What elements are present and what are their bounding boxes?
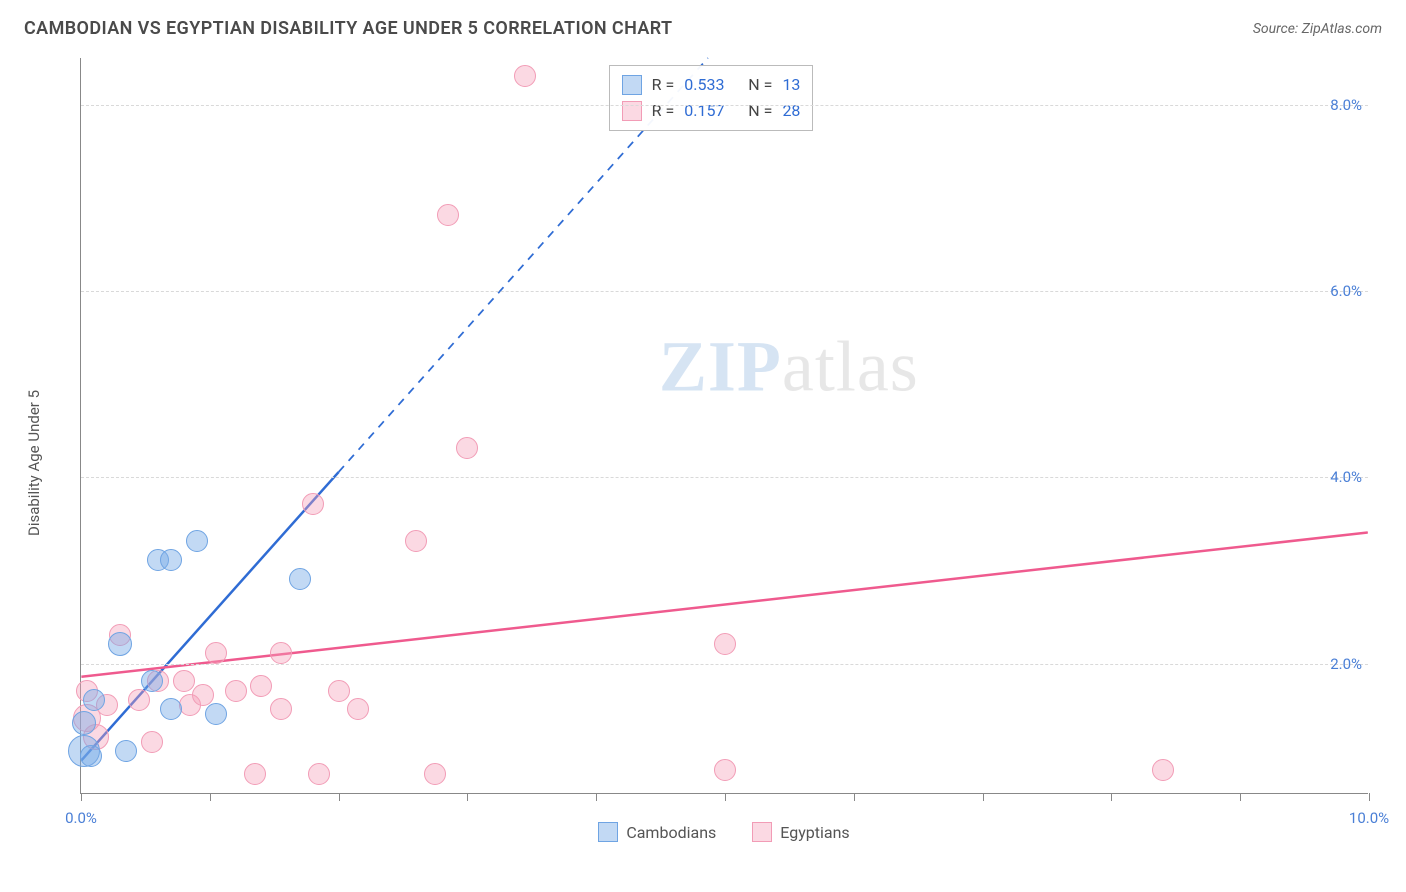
source-name: ZipAtlas.com [1302, 21, 1382, 37]
scatter-point-egyptians [514, 65, 536, 87]
grid-line-h [81, 664, 1368, 665]
x-tick [854, 793, 855, 801]
x-tick [1369, 793, 1370, 801]
legend-n-value: 13 [782, 72, 800, 98]
legend-item-egyptians: Egyptians [752, 822, 849, 842]
scatter-point-cambodians [289, 568, 311, 590]
scatter-point-egyptians [128, 689, 150, 711]
legend-swatch-egyptians [752, 822, 772, 842]
legend-item-cambodians: Cambodians [598, 822, 716, 842]
legend-swatch-cambodians [622, 75, 642, 95]
legend-stat-row-egyptians: R = 0.157 N = 28 [622, 98, 801, 124]
legend-statistics-box: R = 0.533 N = 13 R = 0.157 N = 28 [609, 65, 814, 130]
scatter-point-egyptians [424, 763, 446, 785]
x-tick [210, 793, 211, 801]
scatter-point-egyptians [347, 698, 369, 720]
scatter-point-cambodians [160, 698, 182, 720]
legend-r-label: R = [652, 98, 675, 124]
scatter-point-egyptians [244, 763, 266, 785]
x-tick [81, 793, 82, 801]
legend-n-value: 28 [782, 98, 800, 124]
scatter-point-egyptians [308, 763, 330, 785]
watermark-zip: ZIP [659, 326, 782, 406]
grid-line-h [81, 477, 1368, 478]
x-tick [339, 793, 340, 801]
legend-stat-row-cambodians: R = 0.533 N = 13 [622, 72, 801, 98]
scatter-point-cambodians [72, 711, 96, 735]
scatter-point-egyptians [173, 670, 195, 692]
x-tick [983, 793, 984, 801]
source-credit: Source: ZipAtlas.com [1253, 18, 1382, 37]
scatter-point-egyptians [405, 530, 427, 552]
y-tick-label: 8.0% [1330, 96, 1370, 114]
scatter-point-egyptians [205, 642, 227, 664]
scatter-point-cambodians [83, 689, 105, 711]
grid-line-h [81, 291, 1368, 292]
scatter-point-cambodians [186, 530, 208, 552]
scatter-point-egyptians [141, 731, 163, 753]
scatter-point-egyptians [456, 437, 478, 459]
scatter-point-cambodians [108, 632, 132, 656]
y-axis-title: Disability Age Under 5 [25, 390, 43, 536]
legend-n-label: N = [748, 72, 772, 98]
plot-area: ZIPatlas R = 0.533 N = 13 R = 0.157 N = 28 2.0%… [80, 58, 1368, 794]
trend-lines-svg [81, 58, 1368, 793]
scatter-point-cambodians [80, 745, 102, 767]
scatter-point-cambodians [141, 670, 163, 692]
scatter-point-cambodians [115, 740, 137, 762]
scatter-point-cambodians [205, 703, 227, 725]
x-tick [467, 793, 468, 801]
x-tick [1111, 793, 1112, 801]
legend-label-cambodians: Cambodians [626, 823, 716, 842]
y-tick-label: 2.0% [1330, 655, 1370, 673]
scatter-point-egyptians [1152, 759, 1174, 781]
scatter-point-egyptians [250, 675, 272, 697]
legend-label-egyptians: Egyptians [780, 823, 849, 842]
legend-r-value: 0.533 [684, 72, 738, 98]
x-tick [1240, 793, 1241, 801]
legend-swatch-cambodians [598, 822, 618, 842]
chart-container: Disability Age Under 5 ZIPatlas R = 0.533… [24, 54, 1382, 872]
legend-bottom: Cambodians Egyptians [80, 822, 1368, 842]
chart-title: CAMBODIAN VS EGYPTIAN DISABILITY AGE UND… [24, 18, 673, 39]
y-tick-label: 6.0% [1330, 282, 1370, 300]
y-tick-label: 4.0% [1330, 468, 1370, 486]
grid-line-h [81, 105, 1368, 106]
scatter-point-egyptians [302, 493, 324, 515]
scatter-point-egyptians [270, 642, 292, 664]
scatter-point-egyptians [714, 633, 736, 655]
scatter-point-egyptians [225, 680, 247, 702]
watermark: ZIPatlas [659, 325, 919, 408]
x-tick [725, 793, 726, 801]
x-tick [596, 793, 597, 801]
scatter-point-egyptians [437, 204, 459, 226]
legend-r-label: R = [652, 72, 675, 98]
legend-r-value: 0.157 [684, 98, 738, 124]
legend-n-label: N = [748, 98, 772, 124]
scatter-point-egyptians [270, 698, 292, 720]
scatter-point-cambodians [160, 549, 182, 571]
watermark-atlas: atlas [782, 326, 919, 406]
scatter-point-egyptians [328, 680, 350, 702]
source-prefix: Source: [1253, 21, 1302, 37]
scatter-point-egyptians [714, 759, 736, 781]
